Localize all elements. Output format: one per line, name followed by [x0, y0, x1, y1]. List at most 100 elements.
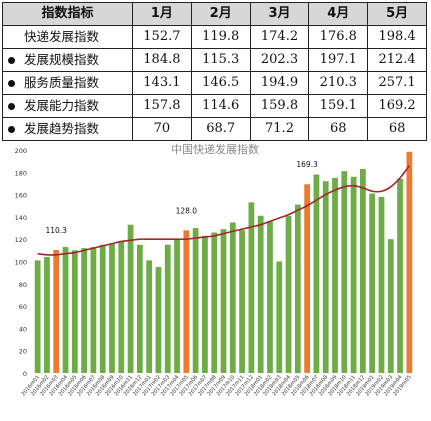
bar — [220, 229, 227, 373]
value-cell: 68 — [308, 117, 369, 141]
value-cell: 176.8 — [308, 25, 369, 49]
value-cell: 146.5 — [190, 71, 251, 95]
x-axis: 2016m012016m022016m032016m042016m052016m… — [21, 374, 413, 397]
bar — [322, 181, 329, 373]
bar — [341, 171, 348, 373]
table-header-row: 指数指标 1月 2月 3月 4月 5月 — [2, 2, 427, 26]
value-cell: 68.7 — [190, 117, 251, 141]
highlighted-bar — [304, 184, 311, 373]
y-tick-label: 140 — [15, 214, 27, 222]
bar — [62, 247, 69, 373]
bullet-icon — [8, 126, 15, 133]
value-cell: 212.4 — [367, 48, 427, 72]
value-cell: 257.1 — [367, 71, 427, 95]
bar — [127, 224, 134, 373]
highlighted-bar — [406, 151, 413, 373]
bar — [90, 247, 97, 373]
value-cell: 210.3 — [308, 71, 369, 95]
row-label-cell: 发展趋势指数 — [2, 117, 133, 141]
y-tick-label: 160 — [15, 192, 27, 200]
bar — [239, 230, 245, 373]
table-row: 发展趋势指数 70 68.7 71.2 68 68 — [2, 117, 427, 141]
bullet-icon — [8, 57, 15, 64]
bar — [99, 244, 106, 373]
bullet-icon — [8, 103, 15, 110]
value-cell: 143.1 — [132, 71, 192, 95]
value-cell: 159.8 — [249, 94, 310, 118]
row-label: 发展规模指数 — [24, 52, 100, 67]
bar — [350, 176, 357, 373]
value-cell: 202.3 — [249, 48, 310, 72]
value-cell: 152.7 — [132, 25, 192, 49]
table-row: 服务质量指数 143.1 146.5 194.9 210.3 257.1 — [2, 71, 427, 95]
y-axis: 0 20 40 60 80 100 120 140 160 180 200 — [15, 147, 27, 378]
bar — [174, 239, 180, 373]
trend-line — [37, 165, 410, 256]
header-month: 5月 — [367, 2, 427, 26]
bar — [109, 243, 115, 373]
header-month: 3月 — [249, 2, 310, 26]
chart-title: 中国快递发展指数 — [171, 142, 259, 156]
value-cell: 159.1 — [308, 94, 369, 118]
bar — [81, 248, 87, 373]
bar — [285, 215, 292, 373]
y-tick-label: 20 — [19, 348, 27, 356]
highlighted-bar — [183, 230, 190, 373]
row-label-cell: 服务质量指数 — [2, 71, 133, 95]
value-cell: 71.2 — [249, 117, 310, 141]
bar — [369, 193, 376, 373]
row-label-cell: 快递发展指数 — [2, 25, 133, 49]
value-cell: 115.3 — [190, 48, 251, 72]
bar — [332, 177, 338, 374]
value-cell: 119.8 — [190, 25, 251, 49]
value-cell: 157.8 — [132, 94, 192, 118]
bar — [211, 232, 218, 373]
y-tick-label: 180 — [15, 169, 27, 177]
header-month: 4月 — [308, 2, 369, 26]
value-cell: 114.6 — [190, 94, 251, 118]
bar — [397, 178, 403, 373]
highlighted-bar — [53, 250, 60, 373]
value-cell: 194.9 — [249, 71, 310, 95]
value-cell: 197.1 — [308, 48, 369, 72]
bar — [202, 235, 208, 373]
row-label: 快递发展指数 — [24, 29, 100, 44]
bar — [146, 260, 153, 373]
header-month: 1月 — [132, 2, 192, 26]
y-tick-label: 200 — [15, 147, 27, 155]
bar — [257, 215, 264, 373]
value-cell: 184.8 — [132, 48, 192, 72]
header-indicator: 指数指标 — [2, 2, 133, 26]
bar-series — [34, 151, 413, 374]
y-tick-label: 40 — [19, 325, 27, 333]
y-tick-label: 120 — [15, 236, 27, 244]
data-label: 110.3 — [45, 226, 67, 235]
bar — [248, 202, 255, 373]
bar — [294, 204, 301, 373]
row-label-cell: 发展能力指数 — [2, 94, 133, 118]
bar — [34, 260, 41, 373]
y-tick-label: 0 — [23, 370, 27, 378]
value-cell: 198.4 — [367, 25, 427, 49]
bar — [276, 261, 283, 373]
bar — [360, 168, 366, 373]
value-cell: 70 — [132, 117, 192, 141]
y-tick-label: 60 — [19, 303, 27, 311]
row-label: 服务质量指数 — [24, 75, 100, 90]
table-row: 发展能力指数 157.8 114.6 159.8 159.1 169.2 — [2, 94, 427, 118]
express-index-chart: 中国快递发展指数 0 20 40 60 80 100 120 140 160 180 200 110… — [15, 142, 413, 397]
bar — [155, 267, 162, 373]
value-cell: 68 — [367, 117, 427, 141]
row-label: 发展趋势指数 — [24, 121, 100, 136]
bar — [118, 241, 125, 373]
bar — [387, 239, 394, 373]
bar — [378, 196, 385, 373]
bullet-icon — [8, 80, 15, 87]
row-label: 发展能力指数 — [24, 98, 100, 113]
data-label: 169.3 — [296, 160, 318, 169]
data-label: 128.0 — [176, 206, 198, 215]
index-table: 指数指标 1月 2月 3月 4月 5月 快递发展指数 152.7 119.8 174.… — [2, 2, 427, 141]
header-month: 2月 — [190, 2, 251, 26]
bar — [164, 244, 171, 373]
